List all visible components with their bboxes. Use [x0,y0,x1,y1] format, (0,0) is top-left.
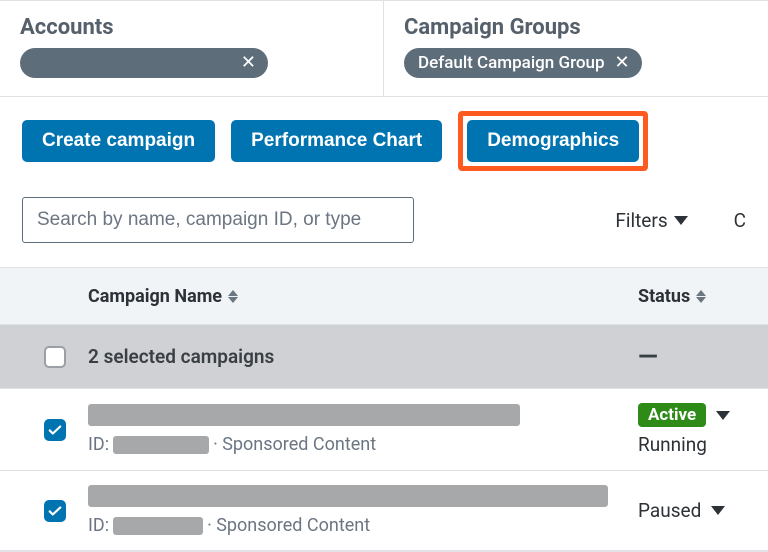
sort-icon [228,290,238,303]
account-pill[interactable]: ✕ [20,48,268,78]
summary-row: 2 selected campaigns — [0,325,768,389]
chevron-down-icon [674,216,688,225]
row-checkbox[interactable] [44,500,66,522]
sort-icon [696,290,706,303]
accounts-label: Accounts [20,15,363,40]
chevron-down-icon[interactable] [711,506,725,515]
summary-status: — [638,342,658,372]
sub-status: Running [638,433,707,456]
campaign-type: · Sponsored Content [213,434,376,455]
filters-label: Filters [615,209,667,232]
campaign-name-redacted [88,404,520,426]
sub-status: Paused [638,499,701,522]
campaign-groups-label: Campaign Groups [404,15,748,40]
campaign-id-redacted [113,436,209,454]
campaign-type: · Sponsored Content [207,515,370,536]
column-header-status[interactable]: Status [638,286,706,307]
search-input[interactable] [22,197,414,243]
table-row: ID: · Sponsored Content Paused [0,471,768,551]
demographics-highlight: Demographics [458,111,648,171]
column-header-status-label: Status [638,286,690,307]
summary-text: 2 selected campaigns [88,345,274,368]
close-icon[interactable]: ✕ [615,54,630,72]
close-icon[interactable]: ✕ [241,54,256,72]
select-all-checkbox[interactable] [44,346,66,368]
status-badge: Active [638,403,706,427]
table-header: Campaign Name Status [0,267,768,325]
row-checkbox[interactable] [44,419,66,441]
campaign-id-redacted [113,517,203,535]
column-header-name[interactable]: Campaign Name [88,286,638,307]
campaign-group-pill[interactable]: Default Campaign Group ✕ [404,48,642,78]
id-prefix: ID: [88,515,109,536]
filters-dropdown[interactable]: Filters [615,209,687,232]
create-campaign-button[interactable]: Create campaign [22,120,215,162]
campaign-name-redacted [88,485,608,507]
truncated-label: C [734,209,746,232]
campaign-group-pill-label: Default Campaign Group [418,53,605,73]
chevron-down-icon[interactable] [716,411,730,420]
performance-chart-button[interactable]: Performance Chart [231,120,442,162]
table-row: ID: · Sponsored Content Active Running [0,389,768,471]
id-prefix: ID: [88,434,109,455]
demographics-button[interactable]: Demographics [467,120,639,162]
column-header-name-label: Campaign Name [88,286,222,307]
